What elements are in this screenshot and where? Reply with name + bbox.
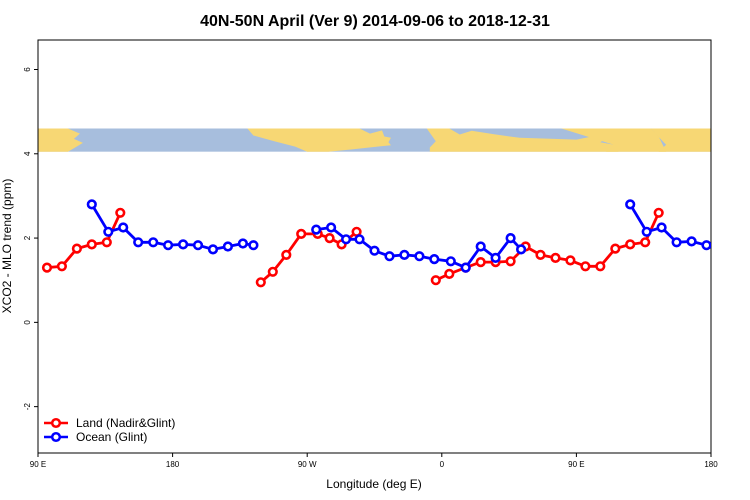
series-land bbox=[41, 207, 664, 288]
legend-ocean-label: Ocean (Glint) bbox=[76, 430, 147, 444]
data-point bbox=[326, 222, 337, 233]
y-tick-label: 2 bbox=[23, 235, 32, 240]
x-axis: 90 E 180 90 W 0 90 E 180 bbox=[30, 453, 718, 469]
map-land-1 bbox=[247, 128, 391, 152]
data-point bbox=[701, 240, 711, 251]
data-point bbox=[610, 243, 621, 254]
data-point bbox=[384, 251, 395, 262]
series-layer bbox=[41, 199, 711, 288]
data-point bbox=[475, 241, 486, 252]
data-point bbox=[535, 249, 546, 260]
data-point bbox=[625, 239, 636, 250]
data-point bbox=[86, 199, 97, 210]
y-tick-label: -2 bbox=[23, 403, 32, 411]
data-point bbox=[296, 228, 307, 239]
data-point bbox=[505, 233, 516, 244]
data-point bbox=[267, 266, 278, 277]
y-tick-label: 6 bbox=[23, 67, 32, 72]
x-tick-label: 90 E bbox=[568, 460, 584, 469]
data-point bbox=[565, 255, 576, 266]
data-point bbox=[237, 238, 248, 249]
data-point bbox=[56, 261, 68, 272]
data-point bbox=[656, 222, 667, 233]
y-tick-label: 4 bbox=[23, 151, 32, 156]
data-point bbox=[580, 261, 591, 272]
data-point bbox=[671, 237, 682, 248]
data-point bbox=[490, 252, 501, 263]
data-point bbox=[222, 241, 233, 252]
y-tick-label: 0 bbox=[23, 320, 32, 325]
legend: Land (Nadir&Glint) Ocean (Glint) bbox=[44, 416, 175, 444]
data-point bbox=[311, 224, 322, 235]
y-axis: -2 0 2 4 6 bbox=[23, 67, 38, 410]
x-tick-label: 90 E bbox=[30, 460, 46, 469]
chart-title: 40N-50N April (Ver 9) 2014-09-06 to 2018… bbox=[200, 13, 550, 30]
x-tick-label: 180 bbox=[166, 460, 180, 469]
data-point bbox=[460, 262, 471, 273]
data-point bbox=[71, 243, 82, 254]
data-point bbox=[515, 244, 527, 255]
data-point bbox=[686, 236, 697, 247]
data-point bbox=[445, 256, 456, 267]
data-point bbox=[178, 239, 189, 250]
data-point bbox=[429, 254, 440, 265]
map-land-7 bbox=[651, 128, 711, 152]
data-point bbox=[550, 252, 561, 263]
legend-land-label: Land (Nadir&Glint) bbox=[76, 416, 175, 430]
x-tick-label: 180 bbox=[704, 460, 718, 469]
data-point bbox=[399, 249, 410, 260]
map-land-3 bbox=[426, 128, 619, 152]
legend-ocean-marker bbox=[50, 431, 62, 443]
data-point bbox=[430, 275, 441, 286]
data-point bbox=[281, 249, 292, 260]
map-land-5 bbox=[531, 140, 556, 146]
data-point bbox=[163, 240, 174, 251]
series-line bbox=[435, 212, 660, 282]
data-point bbox=[118, 222, 129, 233]
data-point bbox=[369, 245, 380, 256]
map-land-2 bbox=[376, 135, 391, 143]
legend-land-marker bbox=[50, 417, 62, 429]
data-point bbox=[625, 199, 636, 210]
data-point bbox=[115, 207, 126, 218]
x-axis-label: Longitude (deg E) bbox=[326, 477, 421, 491]
data-point bbox=[248, 240, 259, 251]
data-point bbox=[324, 233, 335, 244]
data-point bbox=[207, 244, 219, 255]
data-point bbox=[475, 257, 486, 268]
data-point bbox=[41, 262, 53, 273]
data-point bbox=[103, 226, 114, 237]
data-point bbox=[133, 237, 144, 248]
data-point bbox=[414, 251, 425, 262]
y-axis-label: XCO2 - MLO trend (ppm) bbox=[0, 179, 14, 314]
series-ocean bbox=[86, 199, 711, 273]
data-point bbox=[101, 237, 112, 248]
data-point bbox=[354, 234, 365, 245]
world-map-band bbox=[38, 128, 711, 152]
data-point bbox=[640, 237, 651, 248]
x-tick-label: 0 bbox=[440, 460, 445, 469]
data-point bbox=[505, 256, 516, 267]
data-point bbox=[192, 240, 204, 251]
data-point bbox=[641, 226, 652, 237]
data-point bbox=[148, 237, 159, 248]
data-point bbox=[444, 268, 455, 280]
map-land-4 bbox=[501, 142, 523, 147]
map-land-6 bbox=[561, 128, 667, 152]
data-point bbox=[341, 234, 352, 245]
map-land-0 bbox=[38, 128, 83, 152]
x-tick-label: 90 W bbox=[298, 460, 317, 469]
data-point bbox=[595, 261, 606, 272]
data-point bbox=[653, 207, 664, 218]
data-point bbox=[86, 239, 97, 250]
data-point bbox=[255, 277, 266, 288]
